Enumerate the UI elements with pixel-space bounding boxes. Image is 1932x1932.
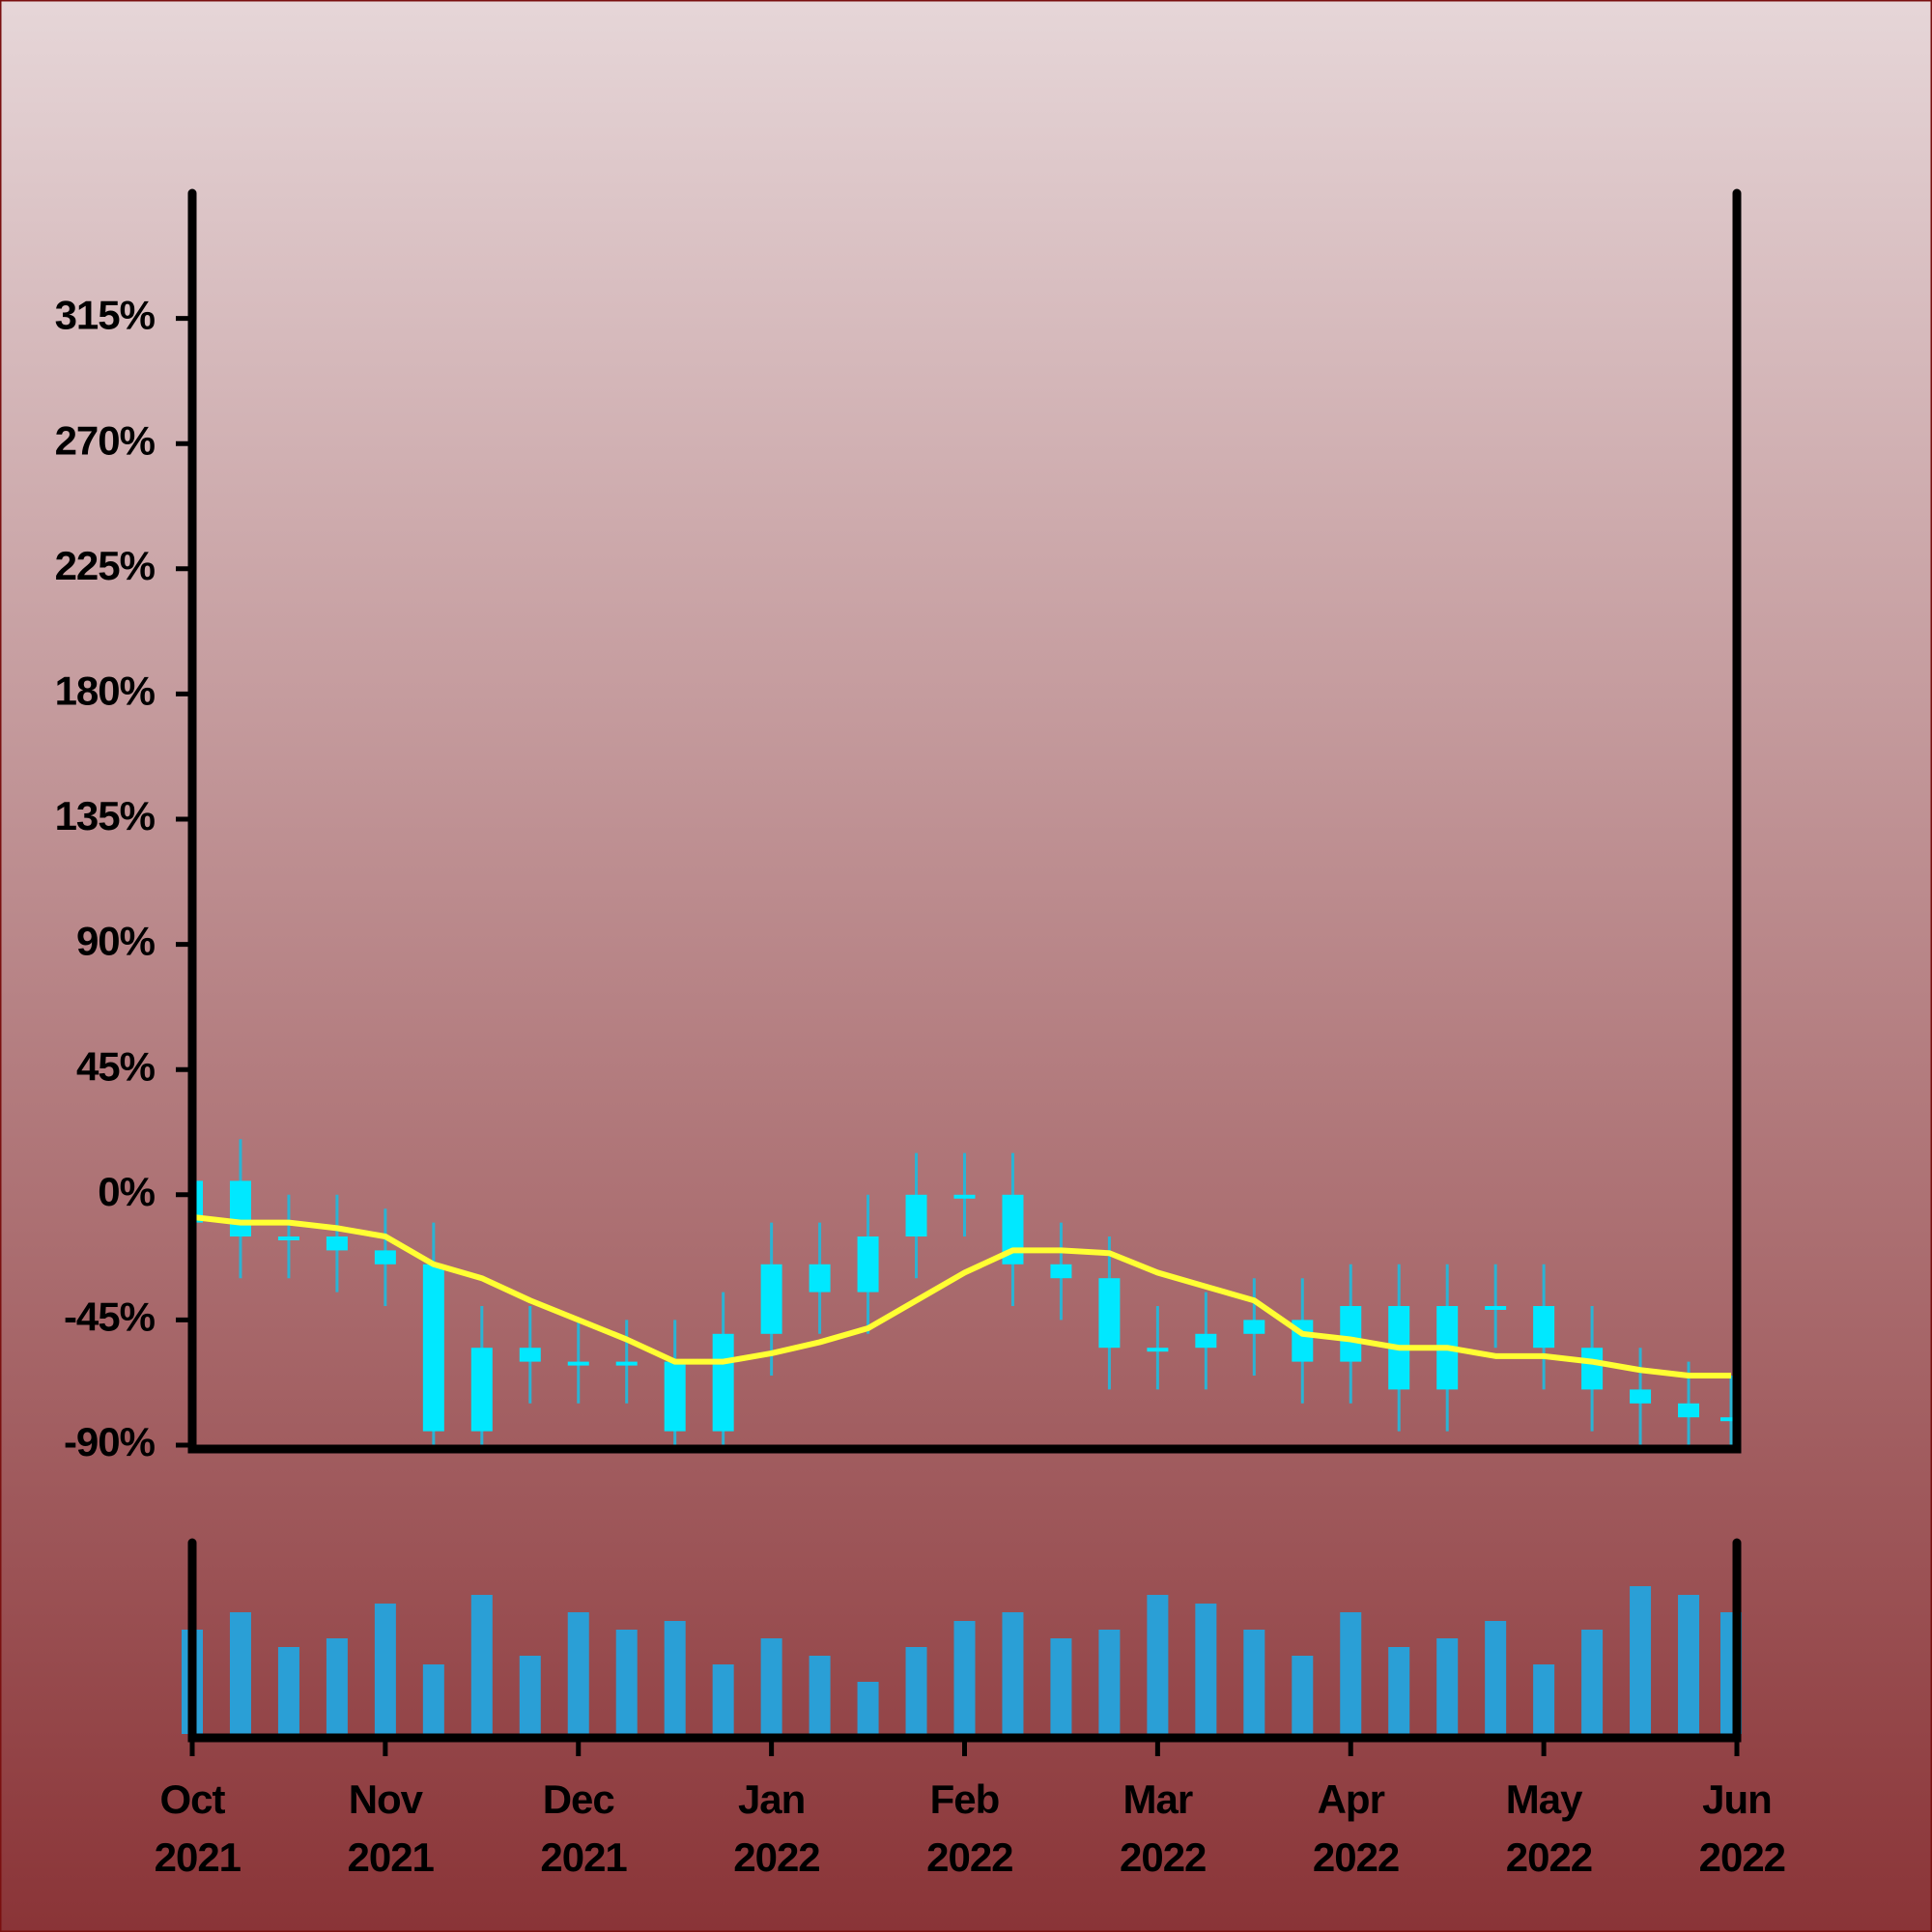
y-tick-label: -90% xyxy=(64,1419,156,1464)
volume-bar xyxy=(1340,1612,1362,1734)
volume-bar xyxy=(519,1656,541,1734)
volume-bar xyxy=(326,1638,348,1734)
volume-bar xyxy=(809,1656,831,1734)
candle-body xyxy=(1630,1389,1652,1404)
x-tick-label: Nov 2021 xyxy=(337,1776,435,1880)
volume-bar xyxy=(615,1630,638,1734)
candle-body xyxy=(229,1180,251,1236)
x-tick-label: Jan 2022 xyxy=(724,1776,820,1880)
volume-bar xyxy=(1147,1595,1169,1734)
candle-body xyxy=(1678,1403,1700,1418)
x-tick-label: Feb 2022 xyxy=(916,1776,1012,1880)
candle-body xyxy=(1050,1264,1072,1279)
moving-average xyxy=(192,1213,1732,1378)
candle-body xyxy=(277,1236,299,1240)
volume-bar xyxy=(1050,1638,1072,1734)
x-tick-label: Dec 2021 xyxy=(530,1776,628,1880)
price-panel xyxy=(192,1139,1737,1445)
candle-body xyxy=(1243,1320,1265,1334)
volume-bar xyxy=(857,1682,879,1734)
volume-bar xyxy=(1436,1638,1459,1734)
y-tick-label: 0% xyxy=(98,1169,155,1214)
candle-body xyxy=(760,1264,782,1334)
volume-bar xyxy=(567,1612,589,1734)
candle-body xyxy=(374,1250,396,1264)
y-tick-label: 270% xyxy=(55,417,156,463)
x-tick-label: Mar 2022 xyxy=(1109,1776,1206,1880)
candle-body xyxy=(953,1194,976,1199)
y-tick-label: 180% xyxy=(55,668,156,713)
candle-body xyxy=(1533,1306,1555,1349)
candle-body xyxy=(1098,1278,1121,1349)
candle-body xyxy=(615,1361,638,1366)
x-tick-label: Jun 2022 xyxy=(1689,1776,1785,1880)
candle-body xyxy=(1485,1306,1507,1310)
candle-body xyxy=(1147,1348,1169,1352)
volume-bar xyxy=(1292,1656,1314,1734)
y-tick-label: 315% xyxy=(55,293,156,338)
candle-body xyxy=(712,1333,734,1432)
candle-body xyxy=(192,1180,203,1223)
candle-body xyxy=(519,1348,541,1362)
volume-bar xyxy=(1002,1612,1024,1734)
candle-body xyxy=(1340,1306,1362,1362)
candle-body xyxy=(664,1361,686,1432)
y-tick-label: 225% xyxy=(55,543,156,588)
candle-body xyxy=(567,1361,589,1366)
volume-bar xyxy=(1581,1630,1604,1734)
candle-body xyxy=(326,1236,348,1251)
candle-body xyxy=(857,1236,879,1293)
y-tick-label: 135% xyxy=(55,793,156,838)
volume-bar xyxy=(1678,1595,1700,1734)
volume-bar xyxy=(422,1664,444,1734)
volume-bar xyxy=(1485,1621,1507,1734)
volume-bar xyxy=(905,1647,927,1734)
candle-body xyxy=(1720,1417,1737,1422)
candle-body xyxy=(1002,1194,1024,1264)
candle-body xyxy=(809,1264,831,1293)
volume-bar xyxy=(1098,1630,1121,1734)
axes: -90% -45% 0% 45% 90% 135% 180% 225% 270% 315% Oct … xyxy=(55,188,1786,1880)
x-tick-label: Apr 2022 xyxy=(1302,1776,1399,1880)
volume-bar xyxy=(953,1621,976,1734)
y-tick-label: -45% xyxy=(64,1293,156,1339)
volume-bar xyxy=(277,1647,299,1734)
volume-bar xyxy=(1388,1647,1410,1734)
volume-bar xyxy=(1630,1586,1652,1734)
volume-bar xyxy=(374,1604,396,1734)
y-tick-label: 90% xyxy=(76,919,156,964)
volume-bar xyxy=(1195,1604,1217,1734)
x-tick-label: May 2022 xyxy=(1495,1776,1592,1880)
volume-bar xyxy=(1243,1630,1265,1734)
y-tick-label: 45% xyxy=(76,1043,156,1089)
candle-body xyxy=(470,1348,493,1432)
volume-panel xyxy=(182,1586,1743,1734)
volume-bar xyxy=(229,1612,251,1734)
candle-body xyxy=(905,1194,927,1236)
x-tick-label: Oct 2021 xyxy=(144,1776,242,1880)
candle-body xyxy=(422,1264,444,1432)
volume-bar xyxy=(1533,1664,1555,1734)
volume-bar xyxy=(760,1638,782,1734)
volume-bar xyxy=(712,1664,734,1734)
candle-body xyxy=(1581,1348,1604,1390)
volume-bar xyxy=(470,1595,493,1734)
volume-bar xyxy=(664,1621,686,1734)
candle-body xyxy=(1195,1333,1217,1349)
